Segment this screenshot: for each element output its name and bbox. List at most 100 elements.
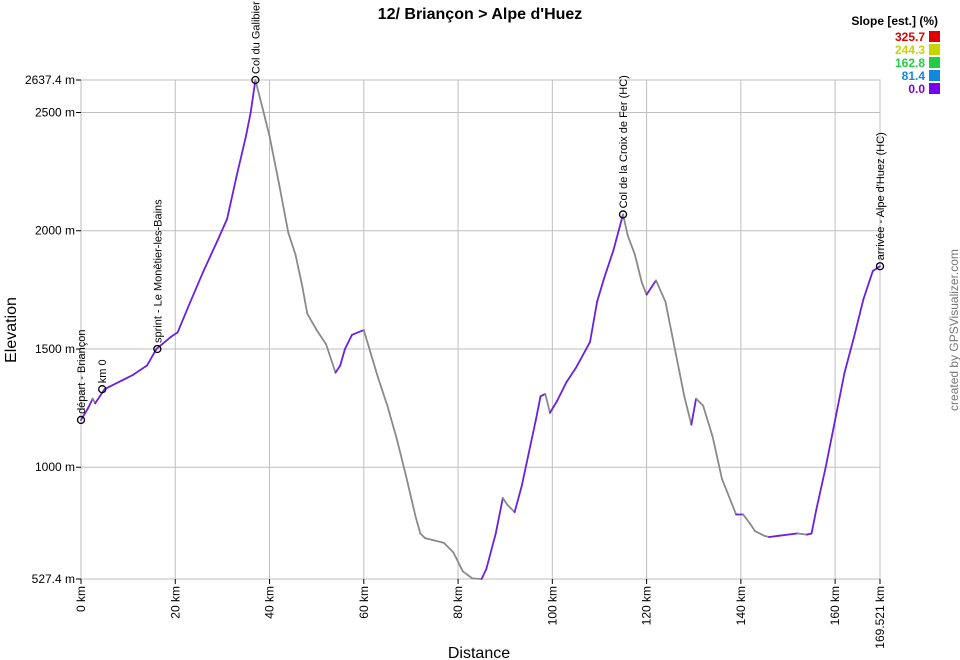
profile-segment bbox=[695, 397, 705, 407]
profile-segment bbox=[339, 348, 346, 367]
profile-segment bbox=[690, 397, 697, 426]
profile-segment bbox=[506, 504, 516, 514]
profile-segment bbox=[315, 329, 327, 346]
elevation-profile bbox=[80, 79, 881, 580]
profile-segment bbox=[730, 501, 738, 516]
profile-segment bbox=[254, 79, 264, 109]
grid bbox=[80, 79, 881, 580]
profile-segment bbox=[645, 286, 653, 296]
profile-segment bbox=[626, 234, 636, 256]
profile-segment bbox=[377, 376, 389, 407]
profile-segment bbox=[414, 515, 422, 535]
profile-segment bbox=[466, 573, 474, 580]
plot-frame bbox=[80, 79, 881, 580]
profile-segment bbox=[574, 340, 591, 369]
credit-text: created by GPSVisualizer.com bbox=[947, 249, 960, 411]
profile-segment bbox=[534, 395, 542, 421]
profile-segment bbox=[650, 279, 657, 289]
profile-segment bbox=[188, 270, 205, 305]
legend-value: 244.3 bbox=[895, 43, 925, 57]
legend-swatch bbox=[929, 31, 940, 42]
profile-segment bbox=[565, 367, 577, 383]
y-tick-label: 2500 m bbox=[35, 105, 75, 119]
profile-segment bbox=[834, 371, 846, 421]
profile-segment bbox=[603, 248, 615, 279]
profile-segment bbox=[176, 303, 191, 334]
profile-segment bbox=[155, 336, 172, 350]
x-tick-label: 100 km bbox=[545, 586, 559, 625]
profile-segment bbox=[612, 213, 624, 251]
x-tick-label: 120 km bbox=[640, 586, 654, 625]
profile-segment bbox=[287, 232, 297, 256]
profile-segment bbox=[589, 300, 599, 343]
legend-value: 0.0 bbox=[908, 82, 925, 96]
waypoint-marker bbox=[618, 210, 628, 219]
y-tick-label: 1000 m bbox=[35, 460, 75, 474]
profile-segment bbox=[480, 568, 488, 580]
profile-segment bbox=[452, 551, 464, 573]
profile-segment bbox=[787, 532, 799, 536]
waypoint-label: km 0 bbox=[97, 359, 109, 383]
profile-segment bbox=[815, 466, 827, 511]
profile-segment bbox=[235, 135, 247, 178]
profile-segment bbox=[494, 497, 504, 535]
x-tick-label: 40 km bbox=[263, 586, 277, 619]
profile-segment bbox=[443, 542, 455, 554]
profile-segment bbox=[678, 371, 686, 398]
profile-segment bbox=[640, 281, 648, 296]
profile-segment bbox=[261, 106, 271, 138]
profile-segment bbox=[461, 570, 469, 576]
waypoints: départ - Briançon km 0 sprint - Le Monêtie… bbox=[76, 0, 887, 425]
profile-segment bbox=[742, 513, 752, 525]
x-axis-title: Distance bbox=[448, 645, 510, 660]
profile-segment bbox=[471, 577, 483, 580]
profile-segment bbox=[245, 111, 252, 138]
waypoint-marker bbox=[875, 262, 885, 271]
profile-segment bbox=[216, 218, 229, 242]
x-axis-ticks: 0 km 20 km 40 km 60 km 80 km 100 km 120 km 140 … bbox=[74, 579, 887, 649]
x-tick-label: 80 km bbox=[451, 586, 465, 619]
legend-swatch bbox=[929, 70, 940, 81]
legend-title: Slope [est.] (%) bbox=[851, 14, 938, 28]
legend-swatch bbox=[929, 57, 940, 68]
waypoint-marker bbox=[98, 385, 107, 394]
waypoint-label: arrivée - Alpe d'Huez (HC) bbox=[875, 132, 887, 260]
profile-segment bbox=[711, 435, 723, 480]
profile-segment bbox=[80, 407, 89, 421]
profile-segment bbox=[369, 352, 379, 379]
waypoint-label: Col de la Croix de Fer (HC) bbox=[618, 75, 630, 208]
profile-segment bbox=[325, 343, 337, 374]
profile-segment bbox=[433, 539, 445, 544]
profile-segment bbox=[306, 312, 318, 331]
profile-segment bbox=[344, 333, 353, 350]
x-tick-label: 169.521 km bbox=[873, 586, 887, 649]
y-axis-ticks: 527.4 m 1000 m 1500 m 2000 m 2500 m 2637.4 m bbox=[25, 73, 81, 586]
legend-swatch bbox=[929, 83, 940, 94]
profile-segment bbox=[301, 286, 309, 315]
x-tick-label: 60 km bbox=[357, 586, 371, 619]
profile-segment bbox=[294, 253, 304, 289]
x-tick-label: 20 km bbox=[168, 586, 182, 619]
profile-segment bbox=[544, 393, 551, 414]
profile-segment bbox=[596, 277, 606, 303]
y-tick-label: 527.4 m bbox=[32, 572, 75, 586]
profile-segment bbox=[351, 329, 365, 336]
profile-segment bbox=[520, 452, 530, 488]
profile-segment bbox=[721, 478, 733, 504]
profile-segment bbox=[249, 79, 257, 114]
chart-title: 12/ Briançon > Alpe d'Huez bbox=[378, 6, 583, 23]
y-axis-title: Elevation bbox=[3, 297, 20, 363]
profile-segment bbox=[683, 395, 693, 426]
profile-segment bbox=[777, 533, 789, 537]
waypoint-marker bbox=[76, 415, 86, 425]
waypoint-label: sprint - Le Monêtier-les-Bains bbox=[152, 199, 164, 343]
profile-segment bbox=[671, 336, 681, 374]
profile-segment bbox=[796, 532, 808, 536]
profile-segment bbox=[862, 270, 874, 301]
profile-segment bbox=[549, 400, 558, 414]
profile-segment bbox=[633, 253, 643, 284]
profile-segment bbox=[268, 135, 280, 185]
profile-segment bbox=[853, 298, 865, 339]
profile-segment bbox=[501, 497, 509, 506]
